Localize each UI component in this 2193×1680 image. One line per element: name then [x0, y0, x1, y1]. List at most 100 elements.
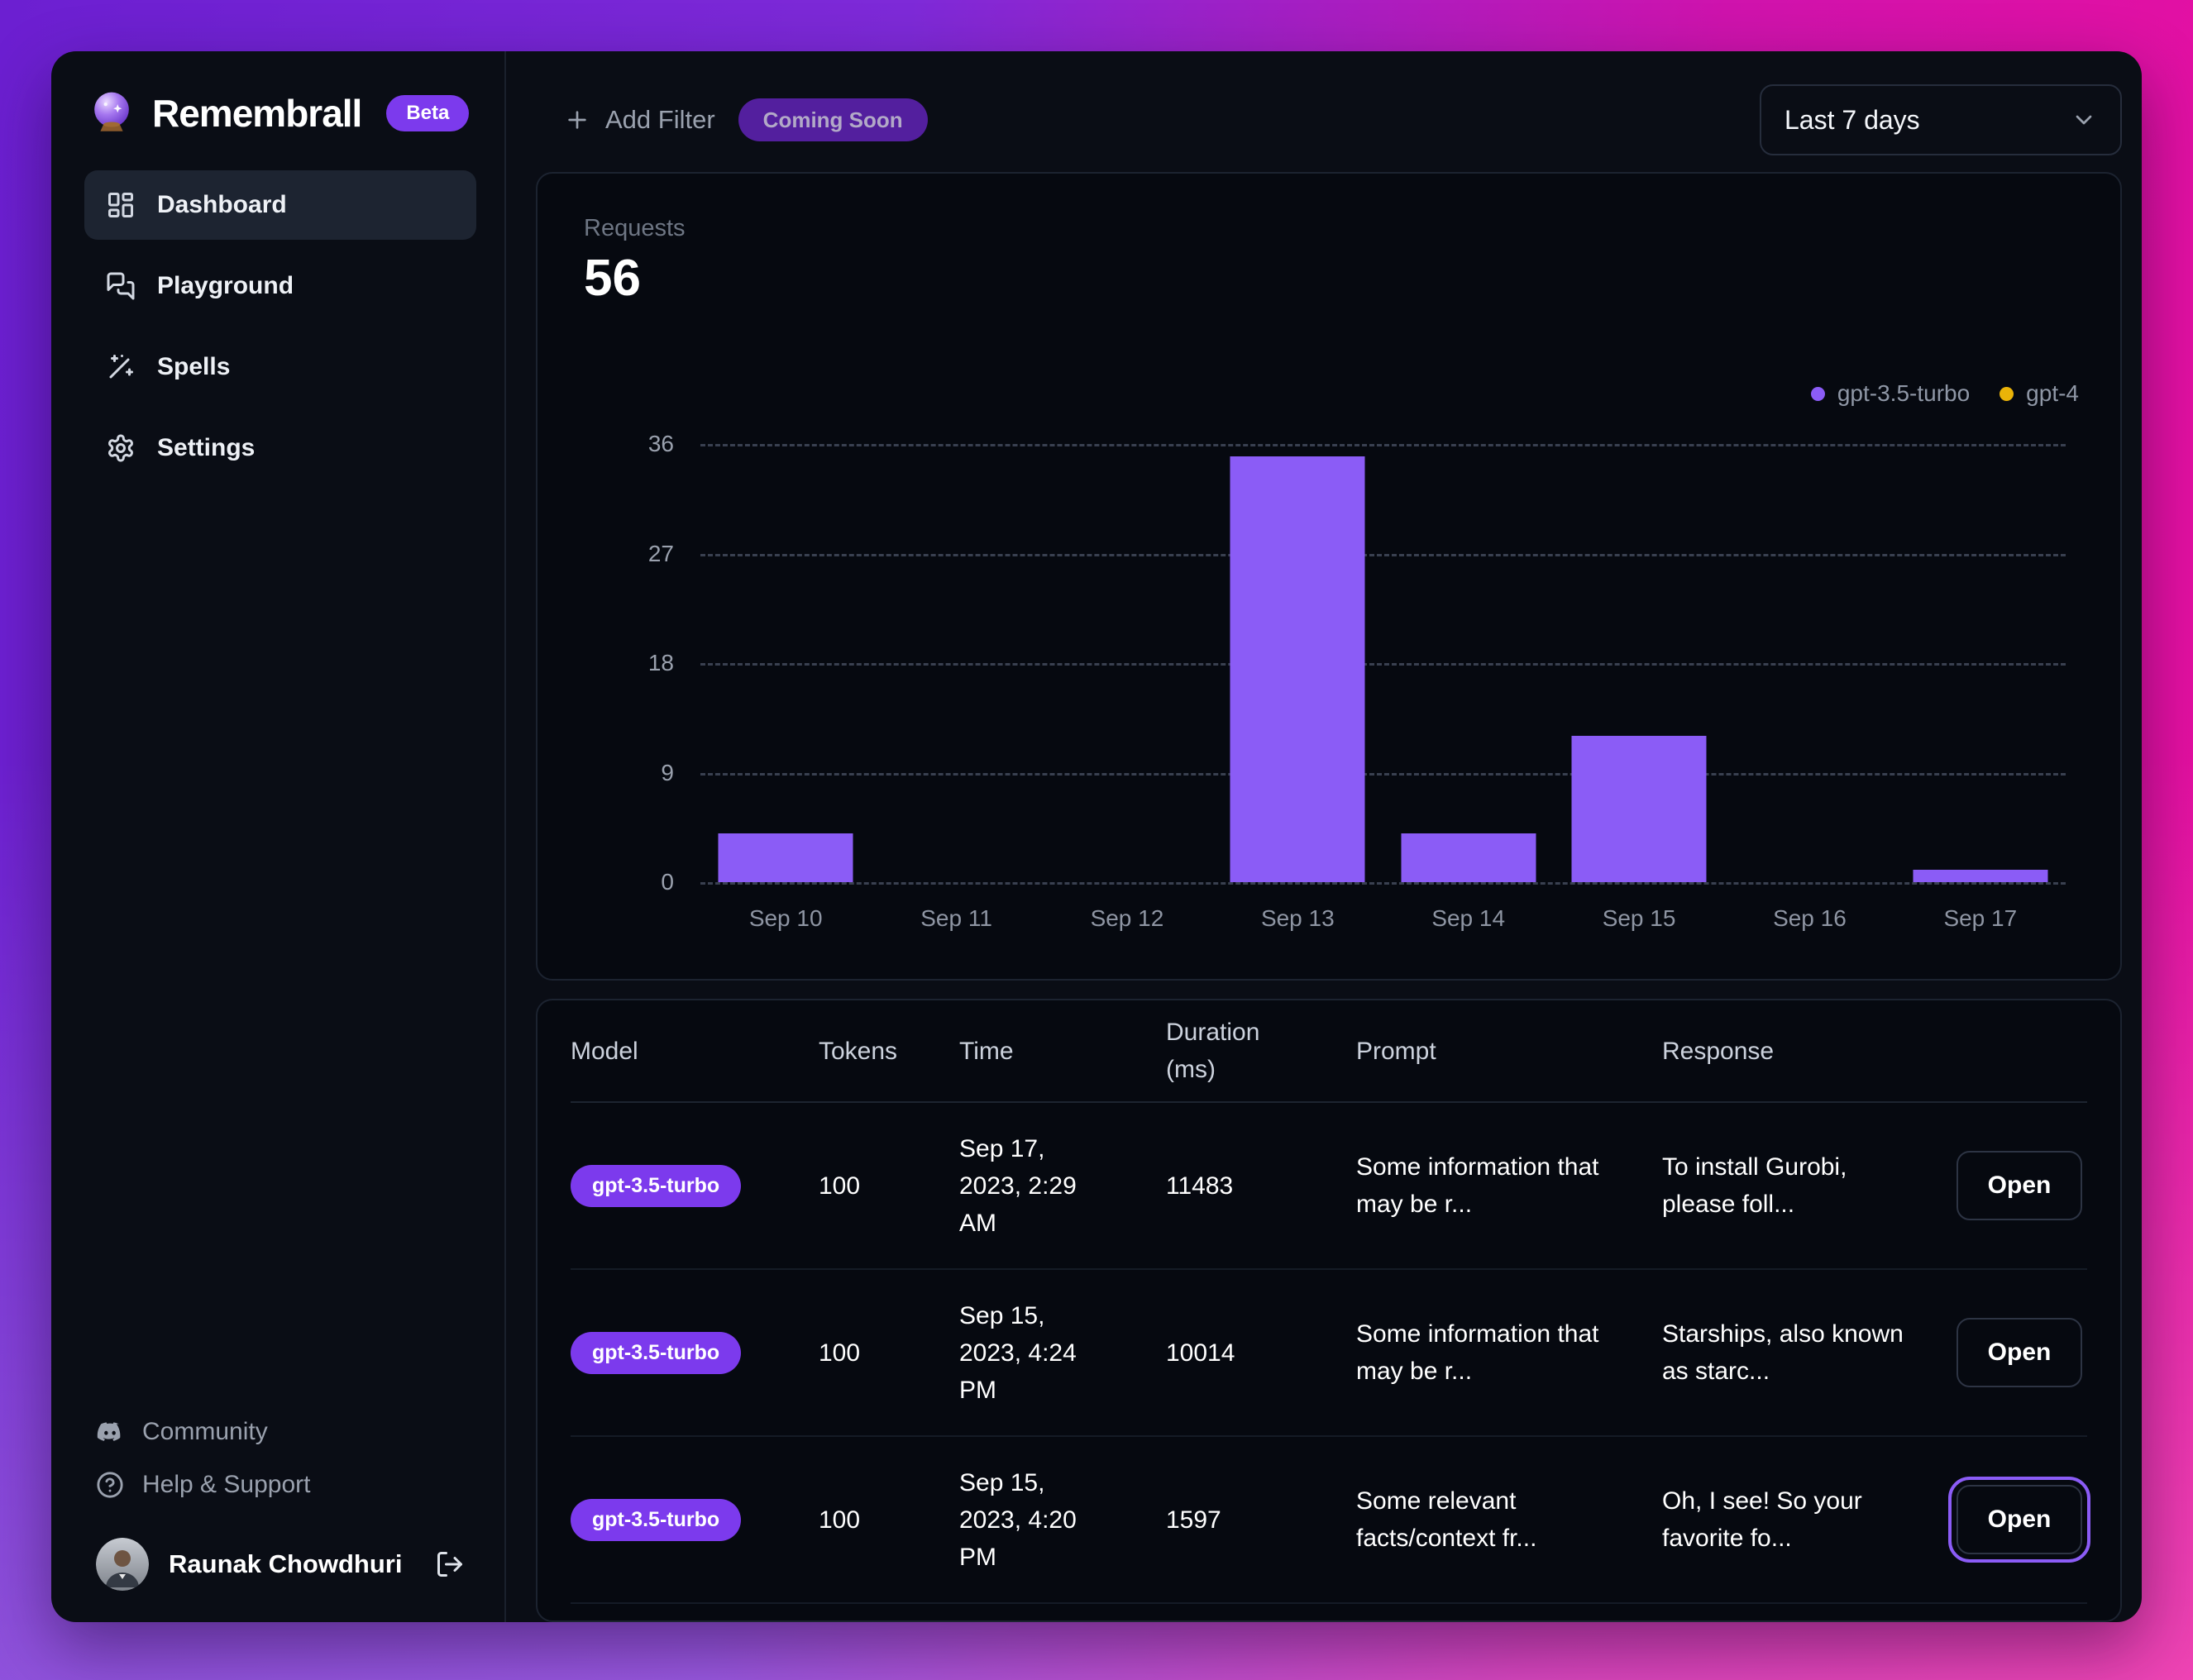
cell-actions: Open	[1956, 1318, 2087, 1387]
column-header-response: Response	[1662, 1037, 1775, 1065]
sidebar-link-label: Help & Support	[142, 1471, 311, 1498]
y-axis-tick: 9	[661, 759, 674, 785]
requests-metric: Requests 56	[584, 215, 686, 308]
table-row: gpt-3.5-turbo 100 Sep 15, 2023, 4:20 PM 159…	[571, 1437, 2090, 1604]
y-axis-tick: 36	[647, 431, 674, 456]
cell-actions: Open	[1948, 1477, 2090, 1563]
x-axis-label: Sep 17	[1943, 905, 2018, 931]
model-badge: gpt-3.5-turbo	[571, 1331, 742, 1374]
y-axis-tick: 0	[661, 869, 674, 895]
x-axis-label: Sep 14	[1431, 905, 1506, 931]
legend-label: gpt-4	[2026, 380, 2079, 406]
table-row: gpt-3.5-turbo 100 Sep 15, 2023, 4:24 PM 100…	[571, 1270, 2087, 1437]
beta-badge: Beta	[386, 95, 470, 131]
sidebar-item-playground[interactable]: Playground	[84, 251, 476, 321]
table-row: gpt-3.5-turbo 100 Sep 17, 2023, 2:29 AM 114…	[571, 1103, 2087, 1270]
sidebar-link-help-support[interactable]: Help & Support	[84, 1458, 476, 1511]
cell-time: Sep 15, 2023, 4:24 PM	[959, 1301, 1077, 1404]
cell-model: gpt-3.5-turbo	[571, 1498, 819, 1541]
cell-duration: 1597	[1166, 1506, 1221, 1534]
add-filter-label: Add Filter	[605, 105, 715, 134]
x-axis-label: Sep 16	[1773, 905, 1847, 931]
sidebar-item-label: Settings	[157, 434, 256, 461]
gridline	[700, 553, 2066, 556]
cell-model: gpt-3.5-turbo	[571, 1331, 819, 1374]
x-axis-label: Sep 12	[1090, 905, 1164, 931]
sidebar-link-label: Community	[142, 1418, 268, 1445]
add-filter-button[interactable]: Add Filter	[564, 105, 715, 135]
cell-response: Oh, I see! So your favorite fo...	[1662, 1487, 1862, 1552]
requests-table-card: Model Tokens Time Duration (ms) Prompt Respon…	[536, 999, 2122, 1622]
legend-dot	[1999, 386, 2014, 401]
cell-time: Sep 17, 2023, 2:29 AM	[959, 1134, 1077, 1237]
gridline	[700, 444, 2066, 446]
sidebar-item-spells[interactable]: Spells	[84, 332, 476, 402]
requests-metric-value: 56	[584, 250, 641, 307]
user-name: Raunak Chowdhuri	[169, 1549, 403, 1578]
legend-label: gpt-3.5-turbo	[1837, 380, 1971, 406]
bar-sep-15	[1571, 736, 1707, 882]
sidebar-footer: Community Help & Support	[84, 1406, 476, 1592]
coming-soon-badge: Coming Soon	[738, 98, 928, 141]
sidebar-item-label: Dashboard	[157, 191, 287, 218]
open-button[interactable]: Open	[1956, 1318, 2082, 1387]
plus-icon	[564, 107, 590, 133]
sidebar-footer-links: Community Help & Support	[84, 1406, 476, 1511]
model-badge: gpt-3.5-turbo	[571, 1498, 742, 1541]
open-button[interactable]: Open	[1956, 1151, 2082, 1220]
topbar: Add Filter Coming Soon Last 7 days	[536, 84, 2122, 155]
sidebar-nav: Dashboard Playground Spells Settings	[84, 170, 476, 483]
avatar	[96, 1538, 149, 1591]
open-button[interactable]: Open	[1948, 1477, 2090, 1563]
bar-sep-17	[1913, 870, 2048, 882]
sidebar-item-settings[interactable]: Settings	[84, 413, 476, 483]
bar-sep-10	[718, 833, 853, 882]
column-header-tokens: Tokens	[819, 1037, 898, 1065]
sidebar-item-dashboard[interactable]: Dashboard	[84, 170, 476, 240]
sidebar: Remembrall Beta Dashboard Playground Spell…	[51, 51, 506, 1622]
legend-item-gpt-4: gpt-4	[1999, 380, 2079, 407]
app-window: Remembrall Beta Dashboard Playground Spell…	[51, 51, 2142, 1622]
discord-icon	[96, 1418, 124, 1446]
cell-response: Starships, also known as starc...	[1662, 1320, 1904, 1385]
wand-icon	[106, 352, 136, 382]
cell-duration: 11483	[1166, 1172, 1234, 1200]
cell-tokens: 100	[819, 1172, 861, 1200]
column-header-time: Time	[959, 1037, 1014, 1065]
brand: Remembrall Beta	[84, 86, 476, 141]
cell-time: Sep 15, 2023, 4:20 PM	[959, 1468, 1077, 1571]
logout-icon[interactable]	[435, 1549, 465, 1579]
column-header-duration-ms: Duration (ms)	[1166, 1019, 1260, 1083]
sidebar-link-community[interactable]: Community	[84, 1406, 476, 1458]
cell-actions: Open	[1956, 1151, 2087, 1220]
cell-response: To install Gurobi, please foll...	[1662, 1153, 1847, 1218]
bar-sep-13	[1230, 456, 1365, 882]
cell-duration: 10014	[1166, 1339, 1235, 1367]
gear-icon	[106, 433, 136, 463]
column-header-prompt: Prompt	[1356, 1037, 1436, 1065]
table-body: gpt-3.5-turbo 100 Sep 17, 2023, 2:29 AM 114…	[571, 1103, 2090, 1604]
cell-model: gpt-3.5-turbo	[571, 1164, 819, 1207]
legend-item-gpt-3-5-turbo: gpt-3.5-turbo	[1810, 380, 1971, 407]
column-header-model: Model	[571, 1037, 638, 1065]
user-row[interactable]: Raunak Chowdhuri	[84, 1533, 476, 1592]
crystal-ball-icon	[88, 89, 136, 137]
x-axis-label: Sep 11	[920, 905, 992, 931]
chevron-down-icon	[2071, 107, 2097, 133]
y-axis-tick: 18	[647, 650, 674, 675]
cell-prompt: Some information that may be r...	[1356, 1153, 1599, 1218]
bar-sep-14	[1401, 833, 1536, 882]
date-range-value: Last 7 days	[1784, 104, 1920, 135]
bar-chart-plot: 0 9 18 27 36 Sep 10 Sep 11 Sep 12 Sep 13 Sep 14 Se…	[648, 431, 2066, 931]
x-axis-label: Sep 13	[1260, 905, 1335, 931]
date-range-select[interactable]: Last 7 days	[1760, 84, 2122, 155]
model-badge: gpt-3.5-turbo	[571, 1164, 742, 1207]
x-axis-label: Sep 15	[1602, 905, 1676, 931]
legend-dot	[1810, 386, 1825, 401]
dashboard-icon	[106, 190, 136, 220]
app-title: Remembrall	[152, 92, 362, 135]
sidebar-item-label: Spells	[157, 353, 231, 380]
cell-prompt: Some information that may be r...	[1356, 1320, 1599, 1385]
gridline	[700, 882, 2066, 885]
